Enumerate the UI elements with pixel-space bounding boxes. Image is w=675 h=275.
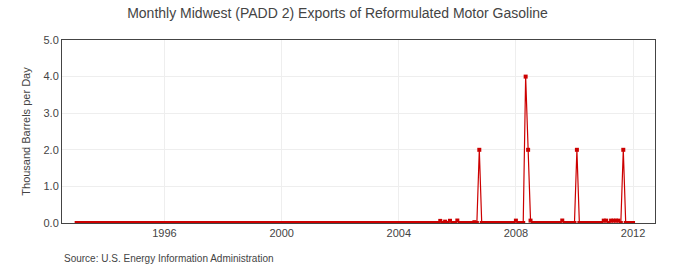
svg-text:2012: 2012 — [621, 227, 645, 239]
svg-text:1996: 1996 — [152, 227, 176, 239]
svg-text:2008: 2008 — [504, 227, 528, 239]
svg-text:2.0: 2.0 — [44, 144, 59, 156]
svg-text:Thousand Barrels per Day: Thousand Barrels per Day — [20, 67, 32, 196]
svg-text:5.0: 5.0 — [44, 34, 59, 46]
svg-text:2004: 2004 — [387, 227, 411, 239]
svg-text:0.0: 0.0 — [44, 217, 59, 229]
svg-text:4.0: 4.0 — [44, 70, 59, 82]
svg-text:Monthly Midwest (PADD 2) Expor: Monthly Midwest (PADD 2) Exports of Refo… — [127, 5, 548, 21]
svg-text:1.0: 1.0 — [44, 180, 59, 192]
svg-text:3.0: 3.0 — [44, 107, 59, 119]
svg-text:Source: U.S. Energy Informatio: Source: U.S. Energy Information Administ… — [64, 253, 274, 264]
svg-text:2000: 2000 — [269, 227, 293, 239]
